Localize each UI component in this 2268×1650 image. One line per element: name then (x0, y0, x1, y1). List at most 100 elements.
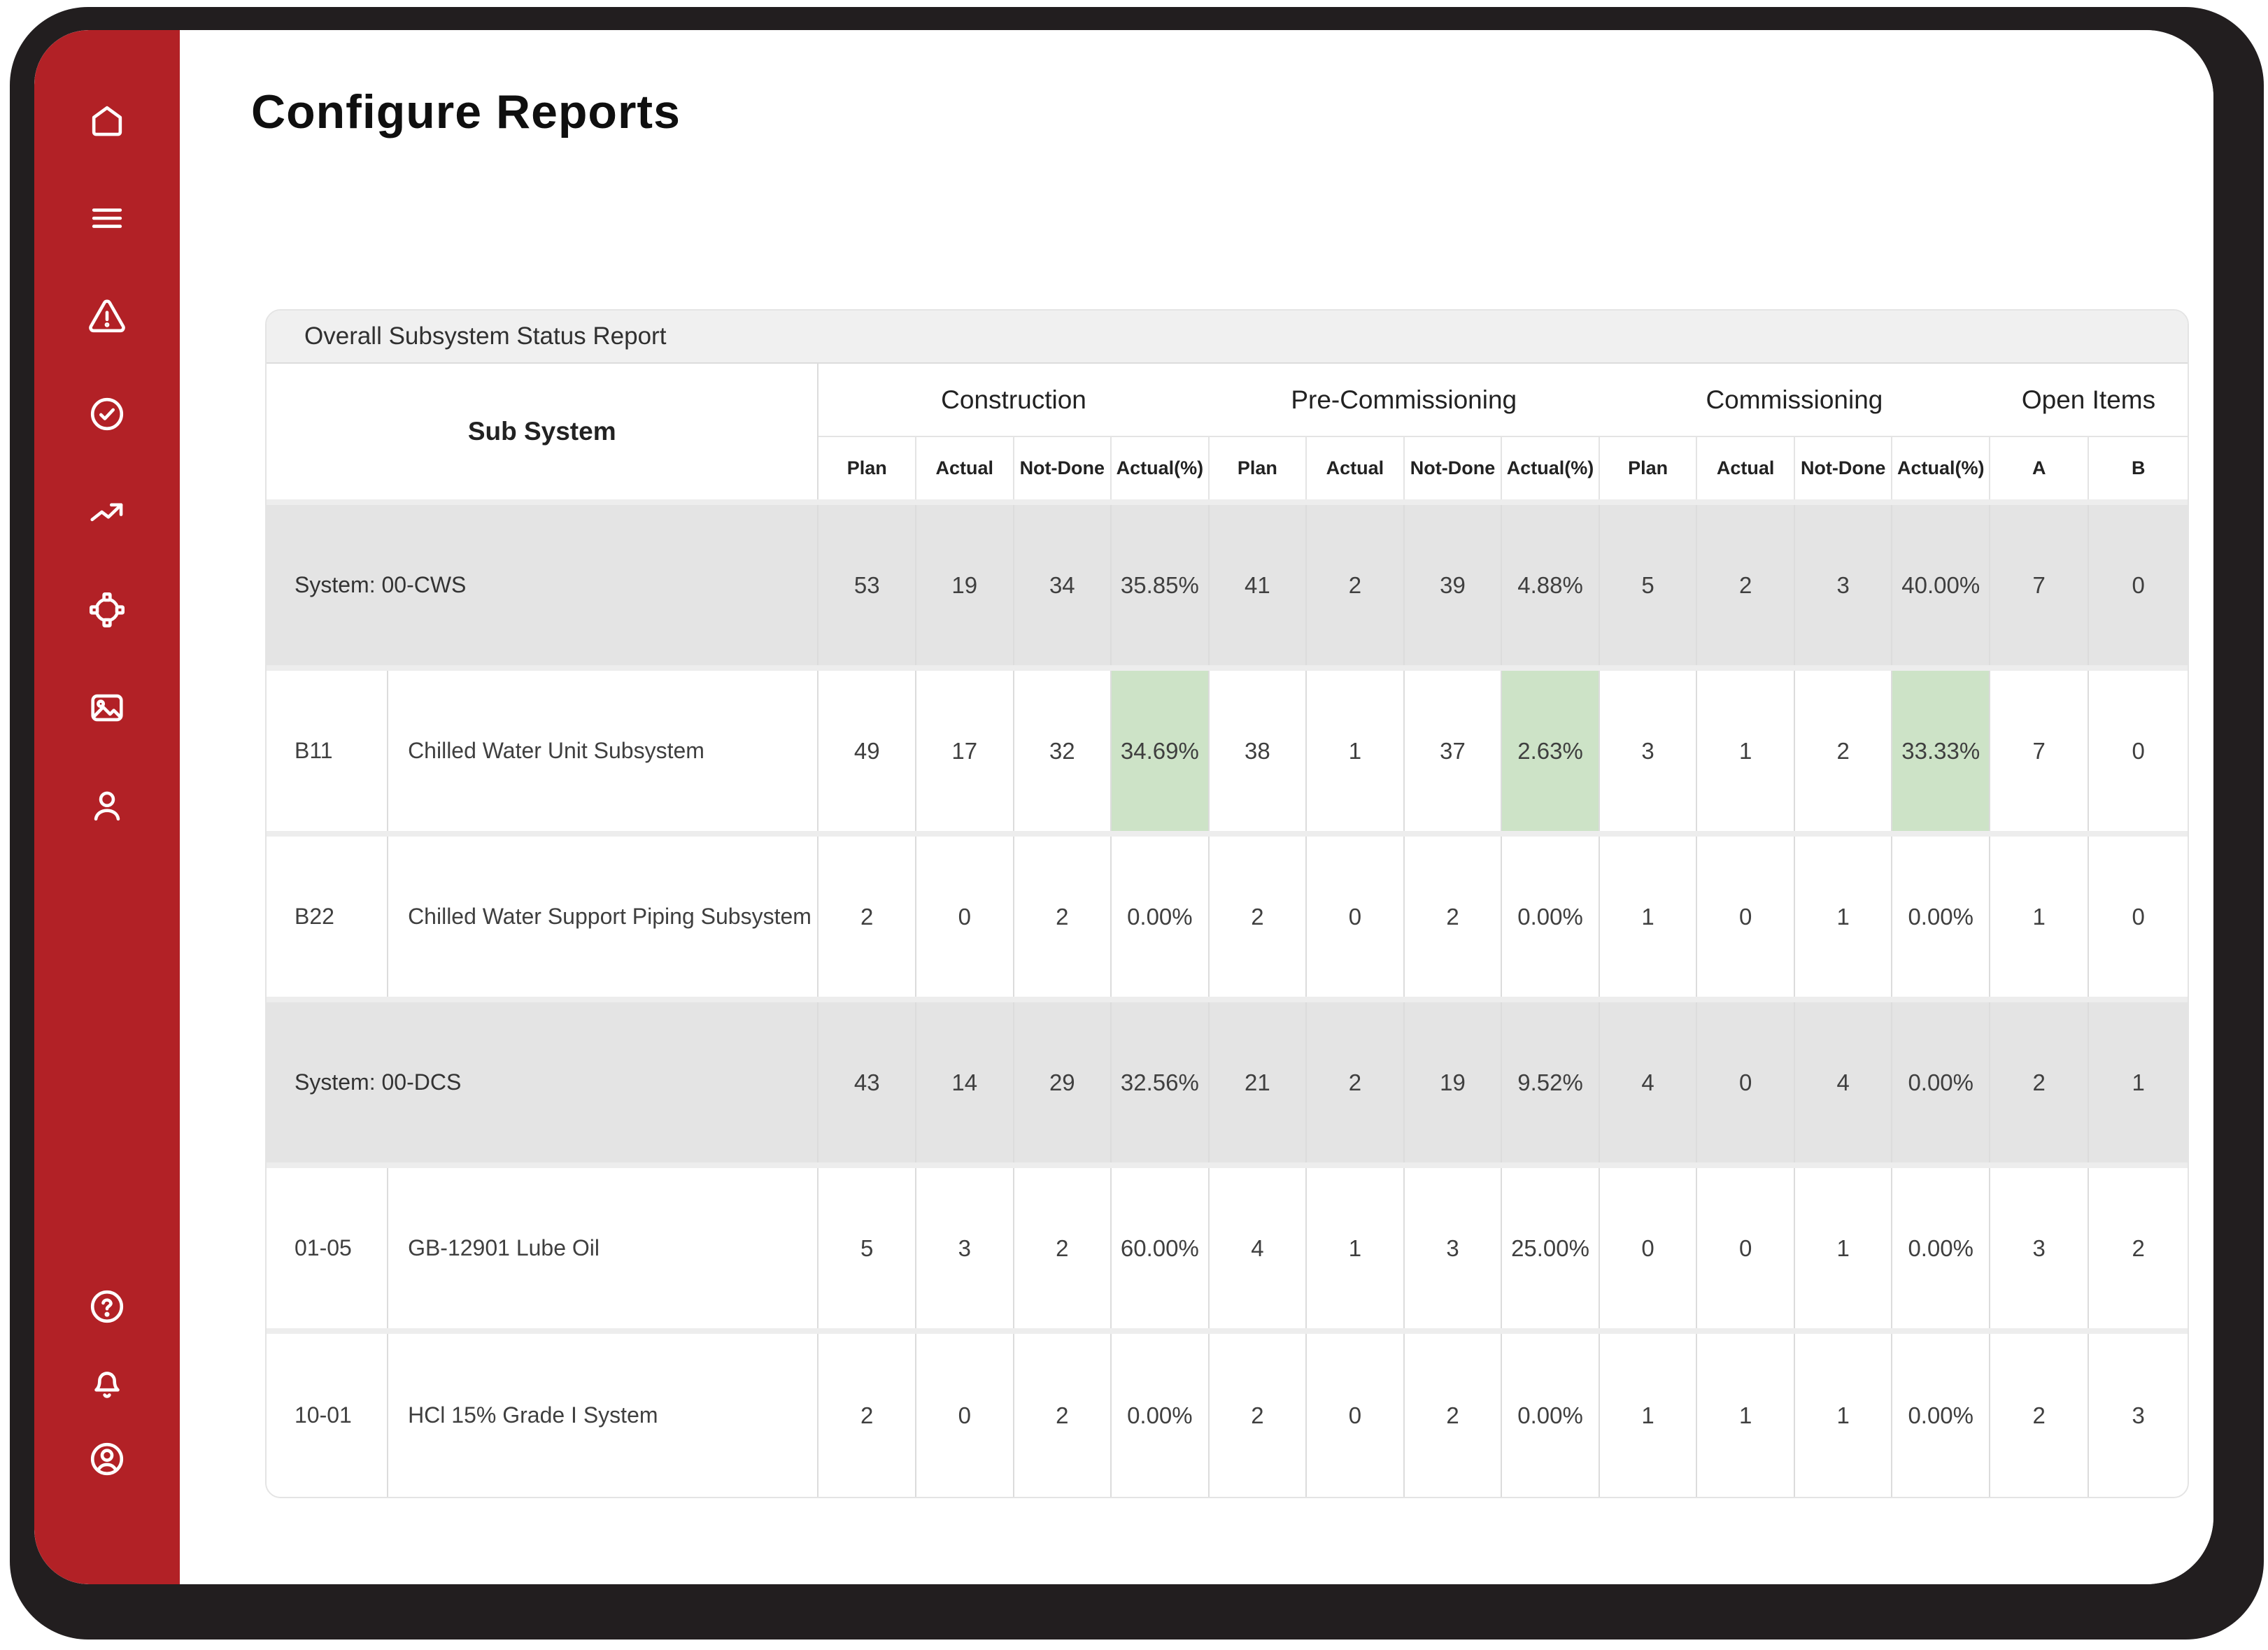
sidebar-hub-button[interactable] (87, 590, 127, 630)
value-cell: 2 (1403, 1328, 1502, 1497)
value-cell: 2 (1793, 665, 1892, 834)
sidebar-image-button[interactable] (87, 688, 127, 728)
column-header: Plan (817, 436, 916, 502)
value-cell: 0 (1305, 831, 1404, 1000)
value-cell: 3 (1988, 1162, 2089, 1331)
column-group-row: Sub System Construction Pre-Commissioning… (267, 364, 2188, 502)
value-cell: 1 (1793, 831, 1892, 1000)
subsystem-name-cell: GB-12901 Lube Oil (387, 1162, 818, 1331)
value-cell: 39 (1403, 499, 1502, 668)
home-icon (92, 106, 122, 136)
value-cell: 1 (1305, 665, 1404, 834)
value-cell: 0 (2088, 499, 2188, 668)
alert-triangle-icon (89, 299, 125, 333)
value-cell: 1 (1793, 1328, 1892, 1497)
subsystem-name-cell: HCl 15% Grade I System (387, 1328, 818, 1497)
value-cell: 3 (1403, 1162, 1502, 1331)
value-cell: 17 (914, 665, 1014, 834)
value-cell: 1 (1696, 1328, 1794, 1497)
column-group-header: Construction (818, 364, 1209, 437)
value-cell: 1 (1793, 1162, 1892, 1331)
value-cell: 0.00% (1891, 831, 1990, 1000)
column-header: B (2088, 436, 2188, 502)
value-cell: 0 (1696, 1162, 1794, 1331)
table-body: System: 00-CWS 53 19 34 35.85% 41 2 39 4.88% 5 2 3 4… (267, 499, 2188, 1497)
value-cell: 2 (1012, 831, 1112, 1000)
value-cell-highlighted: 34.69% (1110, 665, 1209, 834)
value-cell: 2 (1207, 1328, 1307, 1497)
sidebar-help-circle-button[interactable] (87, 1286, 127, 1327)
column-header: A (1988, 436, 2089, 502)
value-cell: 0 (1696, 831, 1794, 1000)
value-cell: 53 (817, 499, 916, 668)
sidebar-top-icons (87, 100, 127, 826)
value-cell: 19 (1403, 997, 1502, 1165)
image-icon (91, 694, 123, 722)
sidebar-check-circle-button[interactable] (87, 394, 127, 434)
value-cell: 21 (1207, 997, 1307, 1165)
app-window: Configure Reports Overall Subsystem Stat… (34, 30, 2213, 1584)
value-cell: 0.00% (1891, 1328, 1990, 1497)
value-cell: 0 (914, 831, 1014, 1000)
value-cell: 32.56% (1110, 997, 1209, 1165)
column-header: Actual (914, 436, 1014, 502)
value-cell: 4.88% (1501, 499, 1599, 668)
sidebar-menu-button[interactable] (87, 198, 127, 239)
value-cell: 4 (1207, 1162, 1307, 1331)
value-cell: 0.00% (1501, 1328, 1599, 1497)
value-cell: 7 (1988, 665, 2089, 834)
value-cell: 38 (1207, 665, 1307, 834)
value-cell: 1 (1598, 831, 1697, 1000)
value-cell: 2 (1403, 831, 1502, 1000)
report-card: Overall Subsystem Status Report Sub Syst… (265, 309, 2189, 1498)
column-header: Actual (1696, 436, 1794, 502)
value-cell: 29 (1012, 997, 1112, 1165)
value-cell: 41 (1207, 499, 1307, 668)
value-cell: 0.00% (1110, 1328, 1209, 1497)
device-frame: Configure Reports Overall Subsystem Stat… (10, 7, 2264, 1640)
value-cell: 3 (914, 1162, 1014, 1331)
value-cell: 2 (1988, 997, 2089, 1165)
value-cell: 0 (1598, 1162, 1697, 1331)
value-cell: 34 (1012, 499, 1112, 668)
page-title: Configure Reports (251, 85, 681, 138)
value-cell: 14 (914, 997, 1014, 1165)
value-cell: 0 (1696, 997, 1794, 1165)
value-cell-highlighted: 2.63% (1501, 665, 1599, 834)
value-cell: 43 (817, 997, 916, 1165)
subsystem-code-cell: B22 (267, 831, 388, 1000)
menu-icon (92, 208, 122, 228)
sidebar (34, 30, 180, 1584)
system-summary-row: System: 00-DCS 43 14 29 32.56% 21 2 19 9.52% 4 0 4 0… (267, 997, 2188, 1165)
column-header: Actual(%) (1110, 436, 1209, 502)
subsystem-row: B22 Chilled Water Support Piping Subsyste… (267, 831, 2188, 1000)
report-card-title: Overall Subsystem Status Report (267, 311, 2188, 364)
value-cell: 1 (1305, 1162, 1404, 1331)
subsystem-name-cell: Chilled Water Support Piping Subsystem (387, 831, 818, 1000)
value-cell: 35.85% (1110, 499, 1209, 668)
help-circle-icon (90, 1290, 124, 1323)
check-circle-icon (90, 397, 124, 431)
value-cell: 4 (1793, 997, 1892, 1165)
column-header: Plan (1598, 436, 1697, 502)
value-cell: 40.00% (1891, 499, 1990, 668)
value-cell: 1 (1598, 1328, 1697, 1497)
value-cell: 2 (1988, 1328, 2089, 1497)
sidebar-user-circle-button[interactable] (87, 1439, 127, 1479)
sidebar-bell-button[interactable] (87, 1363, 127, 1403)
main-content: Configure Reports Overall Subsystem Stat… (180, 30, 2213, 1584)
sidebar-trending-up-button[interactable] (87, 492, 127, 532)
value-cell: 2 (1207, 831, 1307, 1000)
subsystem-code-cell: 01-05 (267, 1162, 388, 1331)
value-cell: 0.00% (1891, 1162, 1990, 1331)
value-cell: 1 (1988, 831, 2089, 1000)
sidebar-user-button[interactable] (87, 785, 127, 826)
column-header: Not-Done (1012, 436, 1112, 502)
sidebar-alert-triangle-button[interactable] (87, 296, 127, 336)
value-cell: 5 (817, 1162, 916, 1331)
sidebar-home-button[interactable] (87, 100, 127, 141)
value-cell: 25.00% (1501, 1162, 1599, 1331)
column-header: Actual (1305, 436, 1404, 502)
value-cell: 0 (2088, 665, 2188, 834)
column-header: Actual(%) (1501, 436, 1599, 502)
